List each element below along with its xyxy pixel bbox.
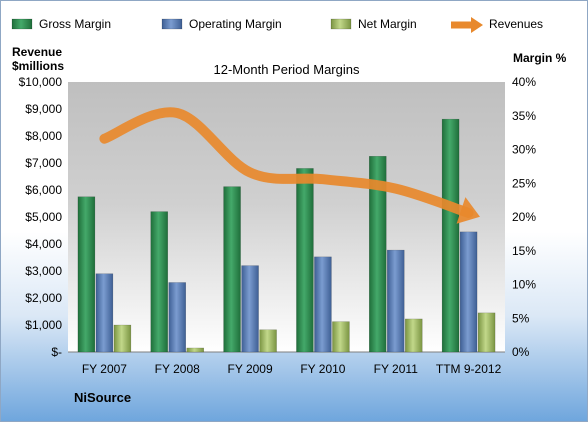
y-right-tick-label: 20%: [512, 210, 536, 224]
bar-net-margin: [477, 312, 496, 353]
y-right-tick-label: 30%: [512, 143, 536, 157]
legend-swatch: [330, 18, 352, 30]
y-right-tick-label: 25%: [512, 176, 536, 190]
y-right-tick-label: 5%: [512, 311, 530, 325]
x-tick-label: FY 2008: [155, 362, 200, 376]
bar-operating-margin: [168, 282, 186, 353]
y-right-tick-label: 10%: [512, 278, 536, 292]
bar-gross-margin: [150, 211, 168, 353]
y-right-axis-label: Margin %: [513, 51, 567, 65]
x-tick-label: FY 2009: [228, 362, 273, 376]
bar-net-margin: [405, 318, 423, 353]
legend-swatch: [161, 18, 183, 30]
legend-label: Revenues: [489, 17, 543, 31]
bar-gross-margin: [296, 168, 314, 353]
bar-operating-margin: [95, 273, 114, 353]
y-left-axis-label: $millions: [12, 59, 64, 73]
y-right-tick-label: 35%: [512, 109, 536, 123]
plot-area: [68, 82, 505, 352]
y-left-tick-label: $-: [51, 345, 62, 359]
series-line-revenues: [99, 107, 474, 218]
chart-title: 12-Month Period Margins: [214, 62, 360, 77]
bar-net-margin: [259, 329, 277, 353]
legend-label: Gross Margin: [39, 17, 111, 31]
bar-net-margin: [113, 324, 132, 353]
bar-gross-margin: [77, 196, 96, 353]
bar-operating-margin: [459, 231, 478, 353]
x-tick-label: TTM 9-2012: [436, 362, 502, 376]
y-right-tick-label: 0%: [512, 345, 530, 359]
y-left-tick-label: $6,000: [25, 183, 62, 197]
bar-gross-margin: [369, 156, 387, 353]
y-left-tick-label: $4,000: [25, 237, 62, 251]
y-left-tick-label: $5,000: [25, 210, 62, 224]
bar-gross-margin: [441, 118, 460, 353]
y-left-axis-label: Revenue: [12, 45, 62, 59]
x-tick-label: FY 2011: [374, 362, 419, 376]
y-left-tick-label: $10,000: [19, 75, 63, 89]
bar-operating-margin: [241, 265, 259, 353]
bar-operating-margin: [314, 256, 332, 353]
series-line-revenues-arrowhead: [456, 197, 480, 224]
y-left-tick-label: $2,000: [25, 291, 62, 305]
y-left-tick-label: $7,000: [25, 156, 62, 170]
legend-label: Net Margin: [358, 17, 417, 31]
y-left-tick-label: $3,000: [25, 264, 62, 278]
bar-gross-margin: [223, 186, 241, 353]
y-left-tick-label: $9,000: [25, 102, 62, 116]
x-tick-label: FY 2007: [82, 362, 127, 376]
y-left-tick-label: $8,000: [25, 129, 62, 143]
y-right-tick-label: 40%: [512, 75, 536, 89]
bar-net-margin: [332, 321, 350, 353]
legend-swatch-revenues-arrowhead: [471, 17, 483, 33]
bar-net-margin: [186, 347, 204, 353]
company-name: NiSource: [74, 390, 131, 405]
y-left-tick-label: $1,000: [25, 318, 62, 332]
y-right-tick-label: 15%: [512, 244, 536, 258]
legend-swatch: [11, 18, 33, 30]
legend-label: Operating Margin: [189, 17, 282, 31]
x-tick-label: FY 2010: [300, 362, 345, 376]
bar-operating-margin: [387, 249, 405, 353]
